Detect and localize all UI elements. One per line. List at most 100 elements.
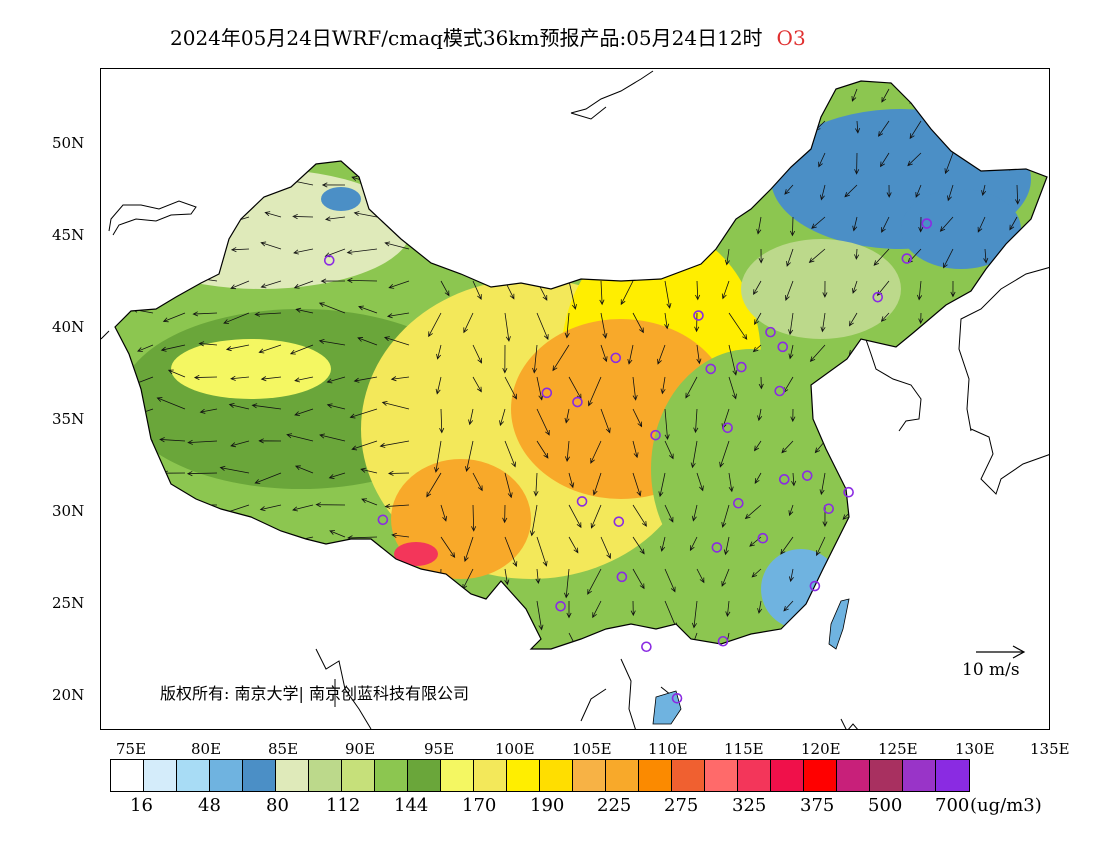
- wind-arrow: [853, 600, 859, 619]
- wind-scale-arrow: [976, 645, 1026, 659]
- station-marker: [671, 692, 683, 704]
- wind-arrow: [295, 660, 313, 665]
- wind-arrow: [564, 440, 571, 462]
- wind-arrow: [260, 376, 282, 382]
- wind-arrow: [658, 472, 666, 498]
- lat-label-40n: 40N: [52, 318, 85, 336]
- wind-arrow: [123, 632, 154, 642]
- wind-arrow: [690, 440, 698, 469]
- wind-arrow: [725, 600, 731, 618]
- wind-arrow: [590, 440, 602, 464]
- wind-arrow: [911, 568, 922, 577]
- wind-arrow: [944, 568, 954, 590]
- wind-arrow: [317, 593, 346, 602]
- wind-arrow: [536, 440, 549, 459]
- wind-arrow: [685, 376, 698, 399]
- wind-arrow: [1009, 152, 1018, 171]
- wind-arrow: [351, 658, 377, 665]
- wind-arrow: [115, 568, 122, 576]
- wind-arrow: [156, 534, 186, 540]
- wind-arrow: [294, 408, 314, 417]
- wind-arrow: [972, 504, 986, 518]
- wind-arrow: [158, 562, 186, 570]
- wind-arrow: [595, 88, 602, 109]
- wind-arrow: [790, 216, 796, 237]
- wind-arrow: [505, 697, 520, 723]
- wind-arrow: [881, 632, 890, 649]
- wind-arrow: [260, 280, 282, 289]
- wind-arrow: [786, 248, 794, 267]
- wind-arrow: [439, 632, 445, 649]
- wind-arrow: [349, 408, 378, 419]
- wind-arrow: [379, 440, 410, 448]
- wind-arrow: [632, 312, 644, 334]
- wind-arrow: [816, 536, 826, 557]
- wind-arrow: [809, 344, 826, 362]
- wind-arrow: [324, 624, 346, 634]
- station-marker: [722, 422, 733, 434]
- wind-arrow: [721, 504, 730, 528]
- legend-label: 700: [935, 795, 970, 816]
- wind-arrow: [844, 184, 858, 198]
- wind-arrow: [328, 472, 346, 479]
- lon-label-100e: 100E: [495, 740, 535, 758]
- wind-arrow: [1015, 568, 1021, 591]
- lat-label-20n: 20N: [52, 686, 85, 704]
- wind-arrow: [728, 344, 738, 376]
- wind-arrow: [536, 248, 546, 273]
- wind-arrow: [504, 472, 513, 499]
- lon-label-115e: 115E: [724, 740, 764, 758]
- station-marker: [705, 363, 717, 375]
- wind-arrow: [162, 312, 186, 323]
- wind-arrow: [352, 627, 378, 634]
- wind-arrow: [754, 312, 762, 326]
- wind-arrow: [381, 110, 410, 122]
- wind-arrow: [1012, 536, 1018, 557]
- wind-arrow: [504, 312, 511, 342]
- wind-arrow: [596, 248, 602, 276]
- wind-arrow: [632, 376, 638, 401]
- wind-arrow: [261, 120, 282, 127]
- wind-arrow: [568, 536, 579, 554]
- wind-arrow: [164, 598, 186, 604]
- wind-arrow: [326, 376, 346, 384]
- wind-arrow: [1007, 408, 1018, 417]
- lon-label-75e: 75E: [116, 740, 147, 758]
- wind-arrow: [881, 88, 890, 103]
- wind-arrow: [439, 408, 445, 434]
- wind-arrow: [536, 216, 546, 234]
- wind-arrow: [552, 344, 570, 372]
- wind-arrow: [884, 408, 890, 432]
- wind-arrow: [632, 504, 647, 527]
- wind-arrow: [472, 632, 482, 648]
- wind-arrow: [820, 88, 826, 111]
- wind-arrow: [1006, 472, 1018, 489]
- wind-arrow: [791, 665, 795, 679]
- station-marker: [650, 429, 661, 441]
- station-marker: [613, 516, 625, 527]
- map-panel[interactable]: [100, 68, 1050, 730]
- wind-arrow: [632, 184, 645, 204]
- wind-arrow: [753, 280, 762, 296]
- wind-arrow: [319, 433, 346, 442]
- wind-arrow: [132, 112, 154, 122]
- wind-arrow: [188, 119, 218, 125]
- wind-arrow: [347, 111, 378, 122]
- wind-arrow: [223, 312, 250, 324]
- station-marker: [641, 641, 652, 653]
- wind-arrow: [353, 211, 378, 218]
- wind-arrow: [230, 440, 250, 448]
- wind-arrow: [694, 248, 701, 264]
- wind-arrow: [588, 184, 602, 206]
- wind-arrow: [193, 152, 218, 159]
- wind-arrow: [791, 472, 797, 487]
- wind-arrow: [471, 248, 477, 267]
- wind-arrow: [819, 472, 826, 496]
- wind-arrow: [566, 697, 570, 714]
- wind-arrow: [568, 184, 574, 200]
- wind-arrow: [784, 280, 794, 301]
- wind-arrow: [456, 88, 474, 117]
- legend-swatch: [771, 760, 804, 791]
- wind-arrow: [1006, 440, 1018, 453]
- wind-arrow: [632, 408, 643, 428]
